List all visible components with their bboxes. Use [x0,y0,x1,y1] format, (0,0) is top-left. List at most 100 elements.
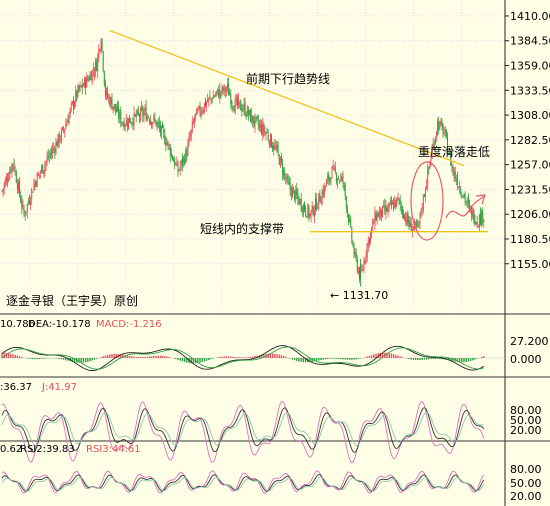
candle-body [40,172,41,174]
candle-body [277,144,279,153]
candle-body [441,120,443,126]
candle-body [220,91,222,93]
candle-body [295,189,297,200]
candle-body [420,211,422,213]
candle-body [367,239,369,247]
candle-body [87,78,89,80]
candle-body [326,180,327,187]
candle-body [7,179,8,181]
candle-body [466,200,468,203]
candle-body [445,130,447,137]
y-tick-label: 1384.50 [510,35,550,48]
candle-body [235,98,237,100]
rsi-tick-80: 80.00 [510,463,542,476]
candle-body [382,205,384,218]
candle-body [473,210,475,223]
candle-body [150,120,151,125]
candle-body [9,171,11,179]
kdj-tick-50: 50.00 [510,414,542,427]
candle-body [4,179,6,187]
candle-body [290,187,292,197]
candle-body [429,162,431,167]
candle-body [354,251,356,254]
candle-body [144,108,146,112]
candle-body [119,112,121,119]
candle-body [133,111,135,127]
candle-body [343,182,345,185]
candle-body [157,120,159,124]
candle-body [147,116,149,118]
candle-body [64,128,66,133]
candle-body [475,222,477,225]
candle-body [428,166,430,169]
candle-body [190,129,192,137]
candle-body [305,208,307,215]
candle-body [176,162,178,166]
candle-body [106,89,107,96]
candle-body [371,227,373,235]
candle-body [366,243,368,258]
candle-body [81,83,83,89]
candle-body [132,121,134,125]
candle-body [189,136,191,140]
candle-body [117,106,118,111]
candle-body [438,122,440,131]
candle-body [442,124,444,136]
candle-body [38,173,40,175]
candle-body [129,115,131,123]
candle-body [458,187,459,189]
candle-body [203,103,205,113]
candle-body [11,163,13,174]
candle-body [229,92,231,96]
candle-body [25,211,27,213]
candle-body [404,215,406,219]
candle-body [212,96,214,99]
candle-body [206,102,208,106]
circle-annotation-label: 重度滑落走低 [418,144,490,159]
candle-body [383,205,385,207]
macd-tick-high: 27.200 [510,335,549,348]
candle-body [421,209,423,211]
candle-body [242,109,244,111]
candle-body [198,106,200,109]
candle-body [3,183,5,190]
candle-body [251,114,253,124]
candle-body [278,154,280,165]
candle-body [184,157,186,164]
candle-body [12,163,14,165]
candle-body [170,153,172,157]
candle-body [385,206,387,214]
candle-body [77,85,79,97]
rsi-tick-50: 50.00 [510,477,542,490]
forecast-arrow [445,195,485,219]
candle-body [337,179,338,183]
candle-body [54,148,56,153]
candle-body [154,118,156,121]
candle-body [390,200,392,206]
candle-body [320,202,322,204]
candle-body [275,146,277,149]
candle-body [368,238,370,244]
candle-body [156,122,158,126]
candle-body [321,192,323,205]
candle-body [245,114,247,116]
candle-body [89,74,91,80]
candle-body [122,124,124,126]
candle-body [194,118,195,122]
candle-body [15,172,17,183]
candle-body [276,145,278,150]
candle-body [173,161,175,163]
candle-body [178,169,180,171]
candle-body [51,152,52,156]
candle-body [409,220,411,227]
candle-body [175,163,177,165]
candle-body [376,212,378,222]
candle-body [70,103,72,106]
candle-body [328,173,330,181]
candle-body [267,135,269,140]
candle-body [256,115,258,120]
candle-body [362,268,364,270]
candle-body [44,164,46,171]
candle-body [284,171,286,175]
